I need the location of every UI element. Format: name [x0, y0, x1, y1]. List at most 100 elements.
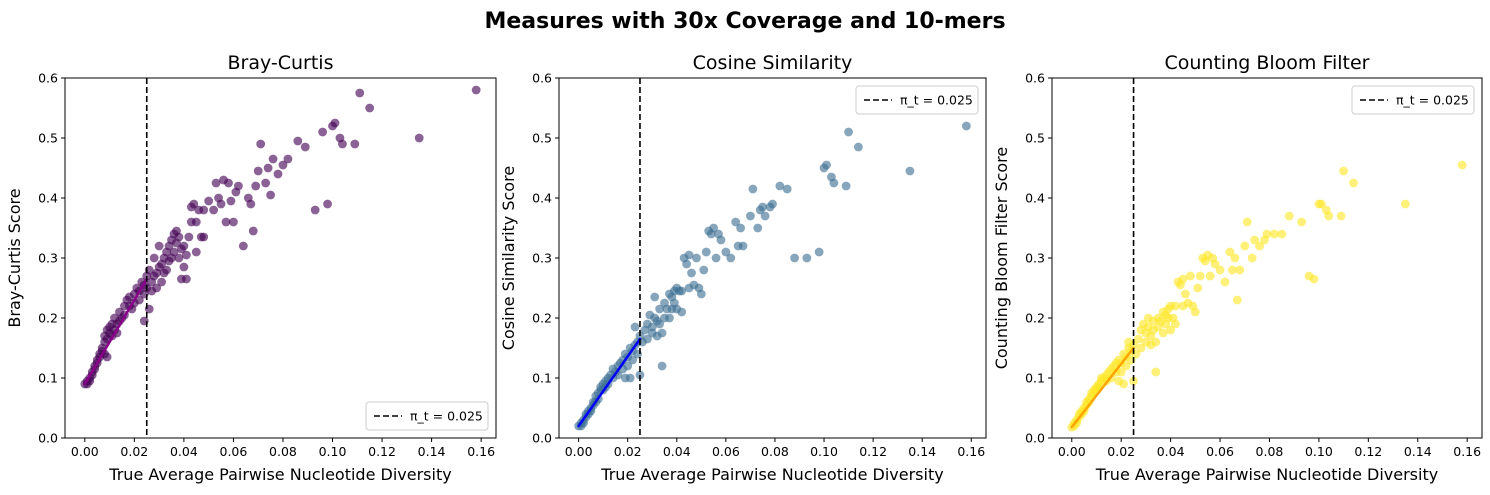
y-axis-label: Bray-Curtis Score	[5, 188, 24, 327]
data-point	[721, 247, 731, 257]
data-point	[1270, 229, 1279, 239]
y-tick-label: 0.3	[532, 251, 552, 266]
data-point	[1124, 337, 1134, 347]
x-axis-label: True Average Pairwise Nucleotide Diversi…	[1095, 465, 1438, 484]
data-point	[283, 154, 293, 164]
x-tick-label: 0.04	[663, 444, 691, 459]
x-tick-label: 0.04	[170, 444, 198, 459]
data-point	[1247, 253, 1257, 263]
data-point	[1171, 319, 1180, 329]
x-tick-label: 0.08	[269, 444, 297, 459]
x-tick-label: 0.14	[418, 444, 446, 459]
data-point	[1232, 295, 1242, 305]
panel-title: Counting Bloom Filter	[1164, 52, 1369, 74]
data-point	[657, 361, 667, 371]
data-point	[853, 142, 863, 152]
data-point	[189, 199, 199, 209]
x-tick-label: 0.06	[220, 444, 248, 459]
x-axis-label: True Average Pairwise Nucleotide Diversi…	[600, 465, 943, 484]
data-point	[1210, 259, 1220, 269]
data-point	[841, 181, 851, 191]
data-point	[1400, 199, 1410, 209]
data-point	[253, 166, 263, 176]
x-tick-label: 0.06	[712, 444, 740, 459]
data-point	[753, 223, 763, 233]
fit-line	[83, 277, 148, 386]
data-point	[199, 205, 209, 215]
x-tick-label: 0.10	[319, 444, 347, 459]
data-point	[696, 289, 706, 299]
x-axis-label: True Average Pairwise Nucleotide Diversi…	[108, 465, 451, 484]
data-point	[699, 265, 709, 275]
data-point	[1136, 343, 1146, 353]
data-point	[650, 292, 660, 302]
data-point	[330, 118, 340, 128]
x-tick-label: 0.16	[1453, 444, 1481, 459]
data-point	[248, 226, 258, 236]
data-point	[1121, 361, 1131, 371]
y-tick-label: 0.1	[1025, 371, 1045, 386]
panel-bray-curtis: Bray-Curtis 0.00 0.02 0.04 0.06 0.08 0.10 0.12 0…	[5, 52, 497, 484]
data-point	[1166, 325, 1176, 335]
legend: π_t = 0.025	[365, 401, 489, 431]
data-point	[251, 181, 261, 191]
y-tick-label: 0.0	[532, 431, 552, 446]
data-point	[1284, 211, 1294, 221]
data-point	[261, 178, 271, 188]
panel-cosine-similarity: Cosine Similarity 0.00 0.02 0.04 0.06 0.08 0.1…	[499, 52, 987, 484]
data-point	[961, 121, 971, 131]
panel-counting-bloom-filter: Counting Bloom Filter 0.00 0.02 0.04 0.06 0.0…	[992, 52, 1483, 484]
axes-frame	[558, 77, 987, 439]
y-axis-label: Counting Bloom Filter Score	[992, 147, 1011, 370]
panel-title: Bray-Curtis	[227, 52, 333, 74]
y-tick-label: 0.4	[532, 191, 552, 206]
y-tick-label: 0.2	[532, 311, 552, 326]
data-point	[1193, 283, 1203, 293]
data-point	[1277, 229, 1287, 239]
data-point	[1336, 211, 1346, 221]
data-point	[1158, 328, 1168, 338]
x-tick-label: 0.12	[368, 444, 396, 459]
data-point	[1220, 277, 1230, 287]
data-point	[226, 196, 236, 206]
data-point	[620, 373, 630, 383]
data-point	[338, 139, 347, 149]
data-point	[191, 217, 201, 227]
scatter-points	[574, 121, 971, 431]
x-tick-label: 0.10	[1305, 444, 1333, 459]
data-point	[365, 103, 375, 113]
legend-label: π_t = 0.025	[1396, 93, 1469, 108]
data-point	[738, 241, 748, 251]
data-point	[1225, 247, 1235, 257]
data-point	[1215, 265, 1225, 275]
legend-box	[1351, 85, 1475, 115]
x-tick-label: 0.12	[859, 444, 887, 459]
data-point	[204, 196, 214, 206]
data-point	[162, 265, 171, 275]
data-point	[1195, 271, 1205, 281]
fit-line	[577, 337, 642, 428]
data-point	[209, 205, 219, 215]
data-point	[355, 88, 365, 98]
y-tick-label: 0.3	[1025, 251, 1045, 266]
data-point	[1250, 235, 1260, 245]
data-point	[179, 262, 189, 272]
x-tick-label: 0.16	[467, 444, 495, 459]
data-point	[199, 232, 209, 242]
data-point	[758, 202, 768, 212]
data-point	[623, 361, 633, 371]
data-point	[310, 205, 320, 215]
x-tick-label: 0.06	[1206, 444, 1234, 459]
data-point	[414, 133, 424, 143]
data-point	[224, 178, 233, 188]
y-tick-label: 0.6	[1025, 71, 1045, 86]
data-point	[1230, 253, 1240, 263]
data-point	[630, 322, 640, 332]
data-point	[268, 154, 278, 164]
data-point	[273, 169, 283, 179]
data-point	[1151, 337, 1161, 347]
x-tick-label: 0.08	[761, 444, 789, 459]
data-point	[1324, 211, 1334, 221]
y-tick-label: 0.2	[38, 311, 58, 326]
x-tick-label: 0.00	[565, 444, 593, 459]
